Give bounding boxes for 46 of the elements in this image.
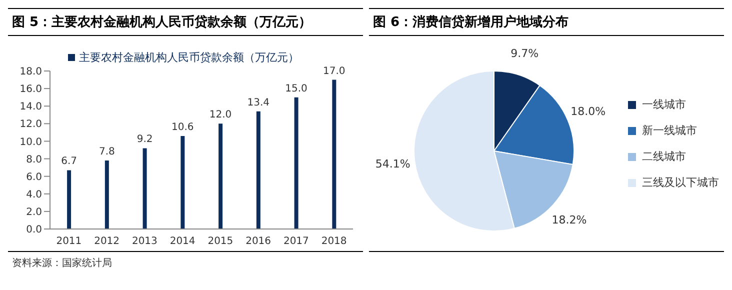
x-tick-label: 2015 <box>208 236 234 248</box>
y-tick-label: 8.0 <box>26 154 42 166</box>
data-label: 6.7 <box>61 156 77 168</box>
data-label: 10.6 <box>172 122 194 133</box>
x-tick-label: 2011 <box>56 236 82 248</box>
x-tick-label: 2012 <box>94 236 120 248</box>
y-tick-label: 0.0 <box>26 224 42 236</box>
bar <box>67 170 72 229</box>
y-tick-label: 6.0 <box>26 172 42 183</box>
legend-label: 二线城市 <box>642 149 686 164</box>
data-label: 18.2% <box>552 213 587 226</box>
data-label: 17.0 <box>323 66 346 77</box>
data-label: 15.0 <box>285 83 308 94</box>
bar <box>218 124 223 229</box>
y-tick-label: 12.0 <box>20 119 42 130</box>
data-label: 7.8 <box>98 146 115 158</box>
bar <box>180 136 185 229</box>
bar <box>142 148 147 229</box>
legend-label: 三线及以下城市 <box>642 175 719 190</box>
y-tick-label: 14.0 <box>20 102 42 113</box>
chart-title: 图 6：消费信贷新增用户地域分布 <box>369 8 724 36</box>
x-tick-label: 2013 <box>132 236 158 248</box>
data-label: 18.0% <box>570 105 606 118</box>
x-tick-label: 2018 <box>321 236 347 248</box>
bar <box>294 97 298 229</box>
data-label: 12.0 <box>209 110 232 121</box>
legend-label: 一线城市 <box>642 97 686 112</box>
legend-label: 主要农村金融机构人民币贷款余额（万亿元） <box>79 51 299 64</box>
data-label: 9.2 <box>136 134 153 146</box>
legend-label: 新一线城市 <box>642 123 697 138</box>
bar <box>256 111 260 229</box>
data-label: 13.4 <box>247 97 270 108</box>
x-tick-label: 2016 <box>246 236 272 248</box>
chart-title: 图 5：主要农村金融机构人民币贷款余额（万亿元） <box>8 8 363 36</box>
data-label: 54.1% <box>375 158 410 171</box>
y-tick-label: 18.0 <box>20 66 42 78</box>
bar <box>332 80 336 229</box>
y-tick-label: 2.0 <box>26 206 42 218</box>
data-label: 9.7% <box>510 47 539 60</box>
bar <box>104 160 109 229</box>
x-tick-label: 2014 <box>170 236 196 248</box>
text: 资料来源：国家统计局 <box>12 258 112 269</box>
y-tick-label: 10.0 <box>20 136 42 148</box>
x-tick-label: 2017 <box>283 236 309 248</box>
y-tick-label: 16.0 <box>20 84 42 96</box>
y-tick-label: 4.0 <box>26 189 42 200</box>
